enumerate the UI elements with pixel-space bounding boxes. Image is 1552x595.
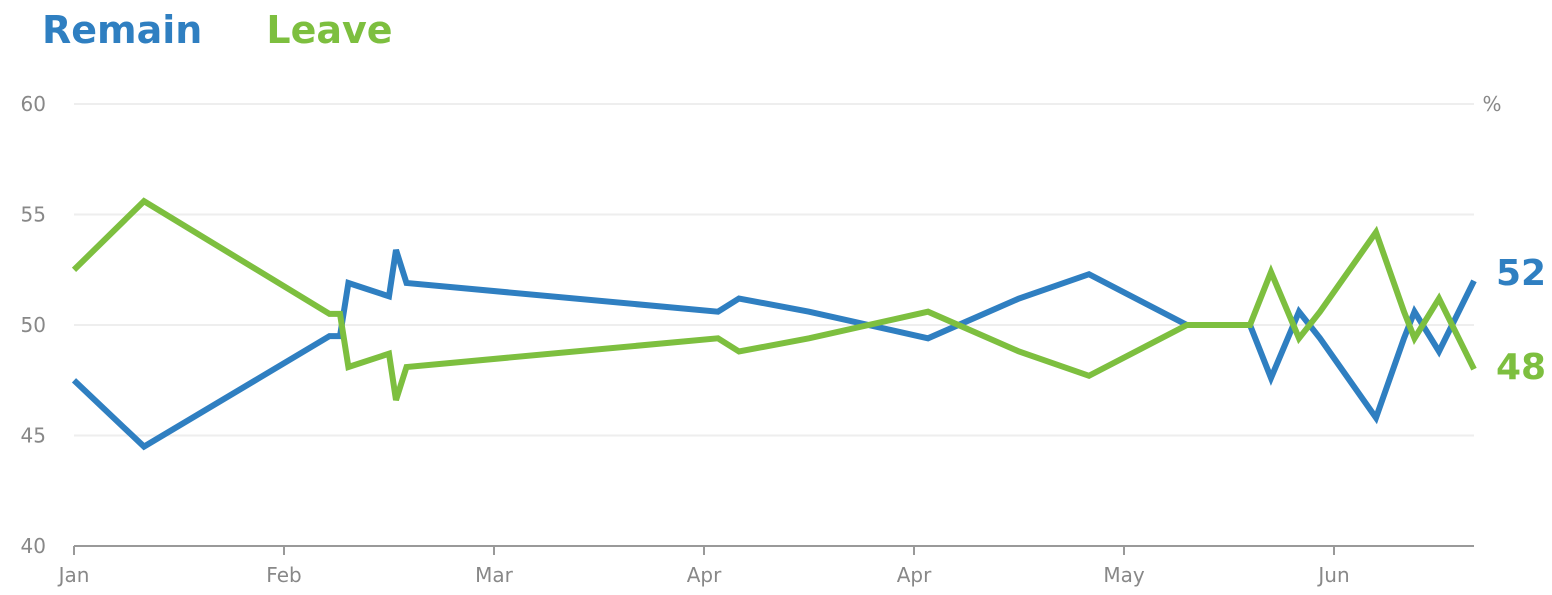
x-tick-label-5: May	[1103, 563, 1145, 587]
y-tick-label-40: 40	[21, 534, 46, 558]
legend: Remain Leave	[42, 4, 393, 56]
series-line-leave	[71, 197, 1477, 402]
x-tick-label-2: Mar	[475, 563, 514, 587]
y-tick-label-60: 60	[21, 92, 46, 116]
y-tick-label-45: 45	[21, 424, 46, 448]
end-label-leave: 48	[1496, 347, 1546, 388]
end-label-remain: 52	[1496, 253, 1546, 294]
legend-remain: Remain	[42, 8, 203, 52]
x-tick-label-4: Apr	[897, 563, 932, 587]
x-tick-label-6: Jun	[1316, 563, 1349, 587]
legend-leave: Leave	[266, 8, 393, 52]
series-line-remain	[71, 248, 1477, 451]
y-unit-label: %	[1482, 92, 1501, 116]
x-tick-label-3: Apr	[687, 563, 722, 587]
y-tick-label-50: 50	[21, 313, 46, 337]
x-tick-label-0: Jan	[57, 563, 90, 587]
y-tick-label-55: 55	[21, 203, 46, 227]
x-tick-label-1: Feb	[266, 563, 301, 587]
